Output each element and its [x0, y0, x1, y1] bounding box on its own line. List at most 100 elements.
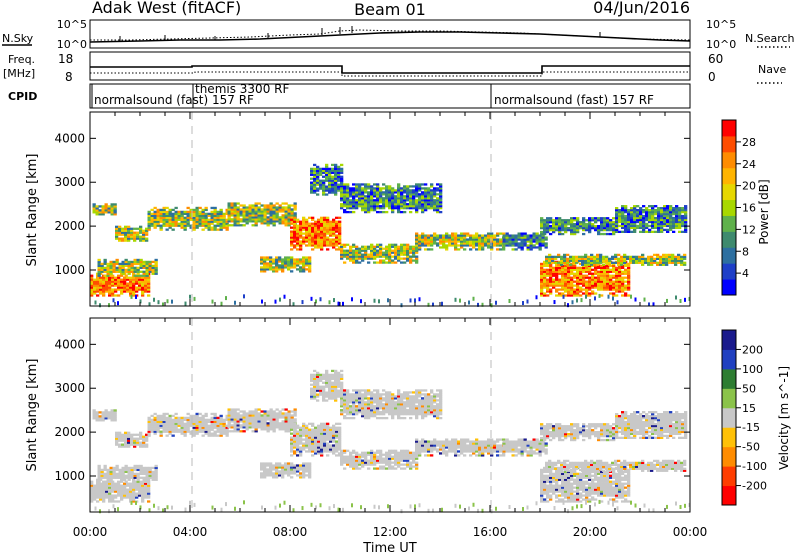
power-cell	[216, 210, 220, 214]
power-cell	[633, 214, 637, 218]
velocity-cell	[189, 420, 193, 423]
velocity-cell	[104, 411, 108, 414]
velocity-cell	[281, 424, 285, 427]
velocity-cell	[329, 448, 333, 451]
power-cell	[133, 270, 137, 273]
velocity-cell	[275, 464, 279, 467]
power-cell	[645, 216, 649, 220]
power-cell	[558, 272, 562, 275]
velocity-cell	[305, 468, 309, 471]
power-cell	[314, 220, 318, 223]
velocity-cell	[219, 422, 223, 425]
power-cell	[675, 210, 679, 214]
power-cell	[554, 257, 558, 260]
velocity-cell	[266, 468, 270, 471]
power-cell	[130, 294, 133, 299]
power-cell	[543, 294, 547, 297]
power-cell	[147, 222, 151, 225]
power-cell	[287, 208, 291, 211]
power-cell	[127, 260, 131, 264]
power-cell	[162, 208, 166, 212]
velocity-cell	[121, 478, 125, 481]
power-cell	[648, 216, 652, 220]
velocity-cell	[254, 426, 258, 429]
velocity-cell	[278, 472, 282, 475]
power-cell	[605, 259, 609, 262]
power-cell	[564, 230, 568, 234]
power-cell	[189, 224, 193, 227]
power-cell	[409, 257, 413, 260]
velocity-cell	[335, 426, 339, 429]
velocity-cell	[168, 432, 172, 435]
power-cell	[388, 193, 392, 196]
power-cell	[343, 189, 347, 192]
velocity-cell	[325, 369, 329, 373]
power-cell	[328, 187, 332, 190]
power-cell	[90, 288, 94, 291]
power-cell	[358, 247, 362, 250]
velocity-cell	[213, 430, 217, 433]
power-cell	[151, 266, 155, 269]
power-cell	[135, 290, 139, 293]
power-cell	[126, 290, 130, 293]
power-cell	[154, 262, 158, 266]
power-cell	[195, 206, 199, 210]
velocity-cell	[113, 411, 117, 414]
velocity-cell	[97, 478, 101, 481]
power-cell	[328, 173, 332, 176]
power-cell	[523, 244, 527, 247]
power-cell	[290, 256, 294, 259]
power-cell	[227, 216, 231, 219]
velocity-cell	[154, 470, 158, 474]
power-cell	[403, 249, 407, 252]
power-cell	[343, 199, 347, 202]
power-cell	[118, 231, 122, 234]
power-cell	[278, 206, 282, 209]
cpid-segment-3: normalsound (fast) 157 RF	[494, 93, 654, 107]
power-cell	[189, 210, 193, 214]
power-cell	[469, 236, 473, 239]
power-cell	[585, 286, 589, 289]
power-cell	[145, 274, 149, 277]
velocity-cell	[313, 393, 317, 396]
power-cell	[683, 255, 687, 259]
power-cell	[481, 234, 485, 237]
velocity-cell	[296, 442, 300, 445]
velocity-cell	[328, 381, 332, 384]
power-cell	[653, 253, 657, 257]
power-cell	[94, 300, 97, 305]
power-cell	[115, 237, 119, 240]
velocity-cell	[111, 486, 115, 489]
power-cell	[632, 261, 636, 264]
power-cell	[227, 206, 231, 209]
power-cell	[338, 226, 342, 229]
velocity-cell	[308, 448, 312, 451]
power-cell	[305, 244, 309, 247]
power-cell	[136, 231, 140, 234]
power-cell	[311, 222, 315, 225]
velocity-cell	[322, 375, 326, 378]
power-cell	[242, 206, 246, 209]
power-cell	[584, 255, 588, 259]
power-cell	[650, 259, 654, 262]
power-cell	[112, 298, 115, 303]
power-cell	[683, 263, 687, 266]
power-cell	[310, 177, 314, 180]
velocity-cell	[213, 432, 217, 435]
power-cell	[302, 258, 306, 261]
power-cell	[684, 210, 688, 214]
power-cell	[543, 260, 547, 264]
velocity-cell	[195, 428, 199, 431]
power-cell	[633, 228, 637, 232]
velocity-cell	[332, 436, 336, 439]
velocity-cell	[177, 428, 181, 431]
velocity-cell	[239, 416, 243, 419]
power-cell	[588, 282, 592, 285]
power-cell	[564, 282, 568, 285]
power-cell	[97, 270, 101, 273]
power-cell	[463, 240, 467, 243]
velocity-cell	[132, 498, 136, 501]
power-cell	[669, 224, 673, 228]
power-cell	[650, 257, 654, 260]
velocity-cell	[145, 443, 149, 446]
